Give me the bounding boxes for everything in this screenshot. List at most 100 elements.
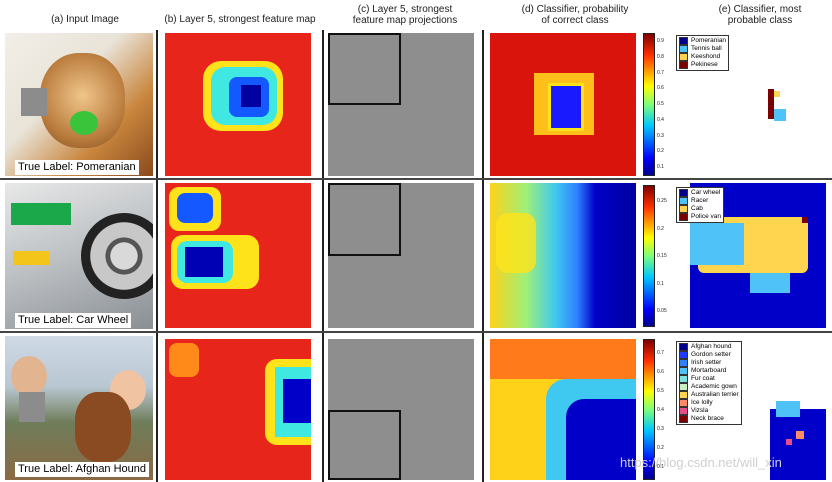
swatch bbox=[679, 343, 688, 351]
header-input-image: (a) Input Image bbox=[51, 14, 119, 25]
heat-blue bbox=[548, 83, 584, 131]
true-label: True Label: Pomeranian bbox=[15, 160, 139, 175]
colorbar-row2 bbox=[643, 185, 655, 327]
swatch bbox=[679, 61, 688, 69]
colorbar-row3 bbox=[643, 339, 655, 480]
tick: 0.1 bbox=[657, 280, 664, 287]
swatch bbox=[679, 205, 688, 213]
swatch bbox=[679, 53, 688, 61]
legend-item: Racer bbox=[679, 197, 721, 205]
swatch bbox=[679, 189, 688, 197]
projection-highlight bbox=[328, 409, 401, 480]
legend-item: Mortarboard bbox=[679, 367, 739, 375]
header-feature-map: (b) Layer 5, strongest feature map bbox=[164, 14, 316, 25]
legend-item: Keeshond bbox=[679, 53, 726, 61]
legend-item: Irish setter bbox=[679, 359, 739, 367]
swatch bbox=[679, 37, 688, 45]
class-pekinese bbox=[768, 89, 774, 119]
header-most-probable-line2: probable class bbox=[727, 15, 793, 26]
projection-1 bbox=[328, 33, 401, 105]
probability-map-car-wheel bbox=[490, 183, 636, 328]
legend-label: Irish setter bbox=[691, 359, 722, 366]
header-projections-line2: feature map projections bbox=[352, 15, 458, 26]
feature-map-pomeranian bbox=[165, 33, 311, 176]
colorbar-ticks-row1: 0.9 0.8 0.7 0.6 0.5 0.4 0.3 0.2 0.1 bbox=[657, 38, 664, 170]
legend-item: Ice lolly bbox=[679, 399, 739, 407]
legend-label: Mortarboard bbox=[691, 367, 727, 374]
legend-label: Pekinese bbox=[691, 61, 718, 68]
header-projections-line1: (c) Layer 5, strongest bbox=[357, 4, 453, 15]
tick: 0.3 bbox=[657, 426, 664, 432]
class-vizsla bbox=[786, 439, 792, 445]
legend-item: Australian terrier bbox=[679, 391, 739, 399]
tick: 0.5 bbox=[657, 388, 664, 394]
row-divider-1 bbox=[0, 178, 832, 180]
legend-item: Car wheel bbox=[679, 189, 721, 197]
feature-map-afghan-hound bbox=[165, 339, 311, 480]
class-racer bbox=[690, 223, 744, 265]
person-left bbox=[11, 356, 47, 396]
heat-darkblue bbox=[241, 85, 261, 107]
projections-pomeranian bbox=[328, 33, 474, 176]
class-mortarboard bbox=[776, 401, 800, 417]
class-keeshond bbox=[774, 91, 780, 97]
swatch bbox=[679, 383, 688, 391]
input-image-pomeranian: True Label: Pomeranian bbox=[5, 33, 153, 176]
watermark: https://blog.csdn.net/will_xin bbox=[620, 455, 782, 470]
projection-2 bbox=[401, 183, 474, 256]
tick: 0.3 bbox=[657, 132, 664, 139]
legend-label: Academic gown bbox=[691, 383, 737, 390]
true-label: True Label: Car Wheel bbox=[15, 313, 132, 328]
tick: 0.7 bbox=[657, 69, 664, 76]
tick: 0.1 bbox=[657, 164, 664, 170]
legend-label: Cab bbox=[691, 205, 703, 212]
tick: 0.05 bbox=[657, 308, 667, 314]
legend-label: Pomeranian bbox=[691, 37, 727, 44]
tick: 0.25 bbox=[657, 198, 667, 204]
legend-label: Australian terrier bbox=[691, 391, 739, 398]
tick: 0.4 bbox=[657, 116, 664, 123]
legend-row1: Pomeranian Tennis ball Keeshond Pekinese bbox=[676, 35, 730, 71]
header-projections: (c) Layer 5, strongest feature map proje… bbox=[330, 4, 480, 26]
legend-label: Racer bbox=[691, 197, 709, 204]
row-divider-2 bbox=[0, 331, 832, 333]
legend-label: Tennis ball bbox=[691, 45, 722, 52]
tick: 0.2 bbox=[657, 148, 664, 155]
header-probability-line2: of correct class bbox=[541, 15, 609, 26]
legend-item: Afghan hound bbox=[679, 343, 739, 351]
legend-item: Cab bbox=[679, 205, 721, 213]
toy-ball bbox=[70, 111, 98, 135]
heat-red bbox=[490, 339, 636, 379]
tick: 0.9 bbox=[657, 38, 664, 44]
tick: 0.7 bbox=[657, 350, 664, 356]
tick: 0.2 bbox=[657, 445, 664, 451]
header-probability: (d) Classifier, probability of correct c… bbox=[490, 4, 660, 26]
input-image-car-wheel: True Label: Car Wheel bbox=[5, 183, 153, 329]
header-most-probable: (e) Classifier, most probable class bbox=[690, 4, 830, 26]
legend-item: Police van bbox=[679, 213, 721, 221]
legend-item: Tennis ball bbox=[679, 45, 726, 53]
class-police-van bbox=[802, 217, 808, 223]
tick: 0.6 bbox=[657, 85, 664, 92]
projection-2 bbox=[401, 339, 474, 410]
heat-blue bbox=[566, 399, 636, 480]
occluder-square bbox=[19, 392, 45, 422]
tick: 0.6 bbox=[657, 369, 664, 375]
class-afghan-hound bbox=[770, 409, 826, 480]
class-tennis-ball bbox=[774, 109, 786, 121]
swatch bbox=[679, 415, 688, 423]
swatch bbox=[679, 197, 688, 205]
legend-row2: Car wheel Racer Cab Police van bbox=[676, 187, 724, 223]
legend-label: Afghan hound bbox=[691, 343, 732, 350]
class-ice-lolly bbox=[796, 431, 804, 439]
projection-4 bbox=[401, 104, 474, 176]
swatch bbox=[679, 391, 688, 399]
swatch bbox=[679, 351, 688, 359]
heat-patch bbox=[496, 213, 536, 273]
column-divider-3 bbox=[482, 30, 484, 482]
legend-label: Vizsla bbox=[691, 407, 709, 414]
probability-map-afghan-hound bbox=[490, 339, 636, 480]
heat-blue bbox=[283, 379, 311, 423]
colorbar-ticks-row2: 0.25 0.2 0.15 0.1 0.05 bbox=[657, 198, 667, 314]
legend-item: Neck brace bbox=[679, 415, 739, 423]
